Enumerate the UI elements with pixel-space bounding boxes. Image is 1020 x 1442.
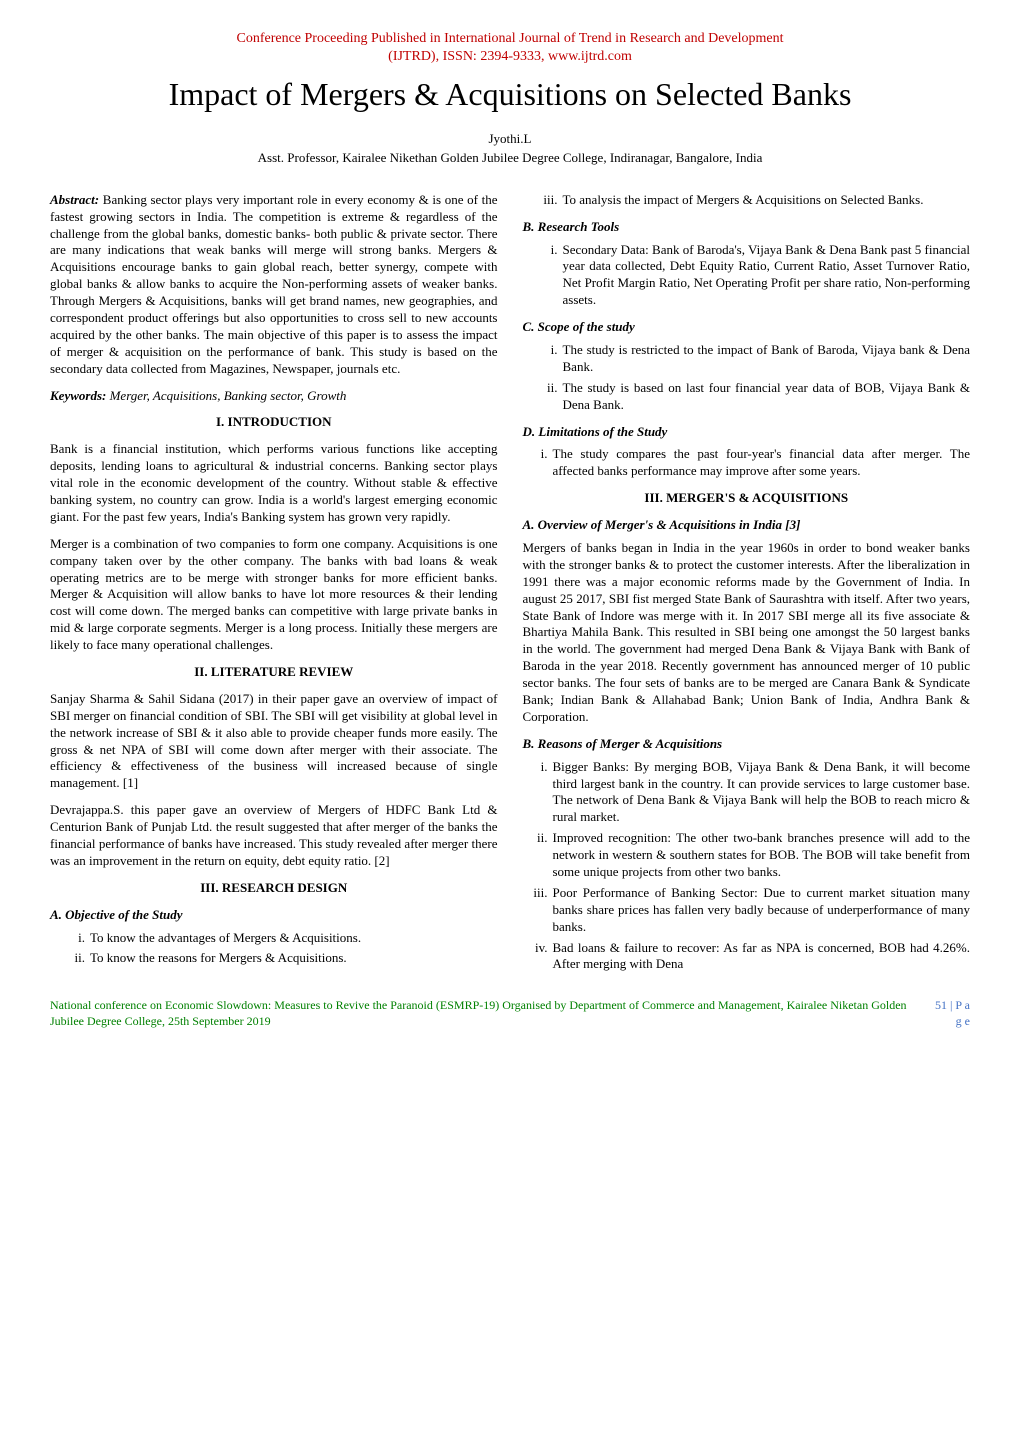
reasons-i: Bigger Banks: By merging BOB, Vijaya Ban… — [553, 759, 971, 827]
keywords-label: Keywords: — [50, 388, 106, 403]
intro-p2: Merger is a combination of two companies… — [50, 536, 498, 654]
author-name: Jyothi.L — [50, 131, 970, 148]
objective-heading: A. Objective of the Study — [50, 907, 498, 924]
paper-title: Impact of Mergers & Acquisitions on Sele… — [50, 74, 970, 116]
keywords-text: Merger, Acquisitions, Banking sector, Gr… — [106, 388, 346, 403]
abstract-text: Banking sector plays very important role… — [50, 192, 498, 376]
lit-p2: Devrajappa.S. this paper gave an overvie… — [50, 802, 498, 870]
abstract-label: Abstract: — [50, 192, 99, 207]
reasons-iv: Bad loans & failure to recover: As far a… — [553, 940, 971, 974]
author-affiliation: Asst. Professor, Kairalee Nikethan Golde… — [50, 150, 970, 167]
pub-line2: (IJTRD), ISSN: 2394-9333, www.ijtrd.com — [50, 48, 970, 66]
scope-ii: The study is based on last four financia… — [563, 380, 971, 414]
limitations-i: The study compares the past four-year's … — [553, 446, 971, 480]
limitations-heading: D. Limitations of the Study — [523, 424, 971, 441]
literature-heading: II. LITERATURE REVIEW — [50, 664, 498, 681]
objectives-list-cont: To analysis the impact of Mergers & Acqu… — [523, 192, 971, 209]
intro-p1: Bank is a financial institution, which p… — [50, 441, 498, 525]
reasons-list: Bigger Banks: By merging BOB, Vijaya Ban… — [523, 759, 971, 974]
objectives-list: To know the advantages of Mergers & Acqu… — [50, 930, 498, 968]
mergers-heading: III. MERGER'S & ACQUISITIONS — [523, 490, 971, 507]
objective-i: To know the advantages of Mergers & Acqu… — [90, 930, 498, 947]
footer-left: National conference on Economic Slowdown… — [50, 998, 928, 1029]
lit-p1: Sanjay Sharma & Sahil Sidana (2017) in t… — [50, 691, 498, 792]
reasons-ii: Improved recognition: The other two-bank… — [553, 830, 971, 881]
overview-text: Mergers of banks began in India in the y… — [523, 540, 971, 726]
keywords-paragraph: Keywords: Merger, Acquisitions, Banking … — [50, 388, 498, 405]
research-design-heading: III. RESEARCH DESIGN — [50, 880, 498, 897]
objective-iii: To analysis the impact of Mergers & Acqu… — [563, 192, 971, 209]
overview-heading: A. Overview of Merger's & Acquisitions i… — [523, 517, 971, 534]
left-column: Abstract: Banking sector plays very impo… — [50, 192, 498, 984]
objective-ii: To know the reasons for Mergers & Acquis… — [90, 950, 498, 967]
reasons-iii: Poor Performance of Banking Sector: Due … — [553, 885, 971, 936]
footer-right: 51 | P a g e — [928, 998, 970, 1029]
abstract-paragraph: Abstract: Banking sector plays very impo… — [50, 192, 498, 378]
limitations-list: The study compares the past four-year's … — [523, 446, 971, 480]
scope-i: The study is restricted to the impact of… — [563, 342, 971, 376]
reasons-heading: B. Reasons of Merger & Acquisitions — [523, 736, 971, 753]
intro-heading: I. INTRODUCTION — [50, 414, 498, 431]
pub-line1: Conference Proceeding Published in Inter… — [236, 31, 783, 46]
publication-header: Conference Proceeding Published in Inter… — [50, 30, 970, 66]
tools-i: Secondary Data: Bank of Baroda's, Vijaya… — [563, 242, 971, 310]
tools-heading: B. Research Tools — [523, 219, 971, 236]
scope-list: The study is restricted to the impact of… — [523, 342, 971, 414]
tools-list: Secondary Data: Bank of Baroda's, Vijaya… — [523, 242, 971, 310]
page-footer: National conference on Economic Slowdown… — [50, 998, 970, 1029]
scope-heading: C. Scope of the study — [523, 319, 971, 336]
content-columns: Abstract: Banking sector plays very impo… — [50, 192, 970, 984]
right-column: To analysis the impact of Mergers & Acqu… — [523, 192, 971, 984]
